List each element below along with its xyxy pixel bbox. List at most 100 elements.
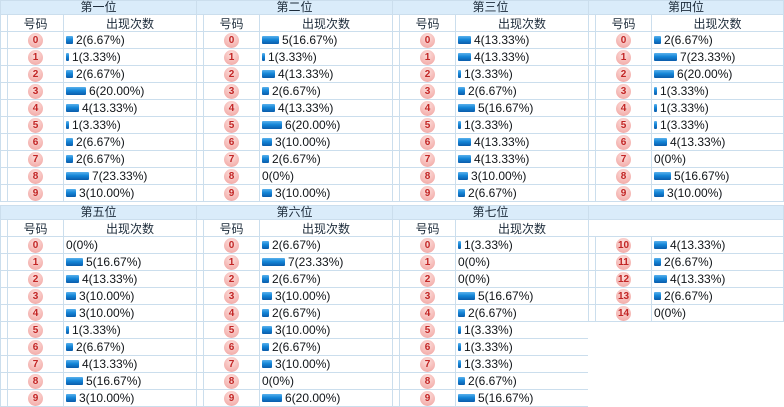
spacer-cell bbox=[1, 49, 8, 65]
spacer-cell bbox=[589, 220, 596, 236]
count-label: 5(16.67%) bbox=[86, 373, 142, 388]
spacer-cell bbox=[1, 356, 8, 372]
count-cell: 1(3.33%) bbox=[456, 339, 588, 355]
frequency-bar bbox=[654, 292, 661, 300]
table-row: 6 2(6.67%) bbox=[197, 339, 392, 356]
position-table-6: 第六位 号码 出现次数 0 2(6.67%) 1 7(23.33%) 2 bbox=[196, 205, 392, 407]
count-cell: 3(10.00%) bbox=[64, 185, 196, 201]
frequency-bar bbox=[262, 138, 272, 146]
count-label: 3(10.00%) bbox=[275, 356, 331, 371]
spacer-cell bbox=[197, 322, 204, 338]
number-badge: 3 bbox=[420, 83, 435, 99]
count-cell: 2(6.67%) bbox=[64, 66, 196, 82]
number-cell: 6 bbox=[400, 134, 456, 150]
number-cell: 3 bbox=[596, 83, 652, 99]
position-header-band: 第一位 bbox=[1, 0, 196, 15]
number-badge: 6 bbox=[224, 339, 239, 355]
number-badge: 4 bbox=[224, 305, 239, 321]
position-title: 第六位 bbox=[276, 205, 313, 219]
spacer-cell bbox=[1, 305, 8, 321]
frequency-bar bbox=[458, 87, 465, 95]
count-cell: 0(0%) bbox=[260, 373, 392, 389]
count-label: 4(13.33%) bbox=[474, 134, 530, 149]
table-row: 2 6(20.00%) bbox=[589, 66, 783, 83]
count-label: 3(10.00%) bbox=[79, 390, 135, 405]
number-badge: 5 bbox=[420, 322, 435, 338]
number-cell: 13 bbox=[596, 288, 652, 304]
number-cell: 0 bbox=[204, 32, 260, 48]
table-row: 3 2(6.67%) bbox=[197, 83, 392, 100]
spacer-cell bbox=[393, 373, 400, 389]
spacer-cell bbox=[197, 339, 204, 355]
spacer-cell bbox=[589, 288, 596, 304]
count-cell: 6(20.00%) bbox=[64, 83, 196, 99]
number-badge: 3 bbox=[28, 83, 43, 99]
count-cell: 2(6.67%) bbox=[64, 339, 196, 355]
number-badge: 3 bbox=[28, 288, 43, 304]
number-cell: 0 bbox=[204, 237, 260, 253]
count-cell: 2(6.67%) bbox=[456, 83, 588, 99]
number-cell: 5 bbox=[400, 322, 456, 338]
bottom-section: 第五位 号码 出现次数 0 0(0%) 1 5(16.67%) 2 bbox=[0, 205, 784, 407]
frequency-bar bbox=[654, 121, 657, 129]
number-badge: 9 bbox=[224, 185, 239, 201]
count-cell: 4(13.33%) bbox=[64, 100, 196, 116]
spacer-cell bbox=[1, 168, 8, 184]
table-row: 4 2(6.67%) bbox=[393, 305, 588, 322]
spacer-cell bbox=[197, 237, 204, 253]
spacer-cell bbox=[589, 168, 596, 184]
position-header-band bbox=[589, 205, 783, 220]
count-label: 4(13.33%) bbox=[278, 100, 334, 115]
count-cell: 3(10.00%) bbox=[260, 356, 392, 372]
count-label: 2(6.67%) bbox=[664, 254, 713, 269]
frequency-bar bbox=[458, 394, 475, 402]
table-row: 7 0(0%) bbox=[589, 151, 783, 168]
number-cell: 2 bbox=[204, 66, 260, 82]
number-cell: 5 bbox=[204, 117, 260, 133]
number-cell: 2 bbox=[596, 66, 652, 82]
position-header-band: 第二位 bbox=[197, 0, 392, 15]
table-row: 8 0(0%) bbox=[197, 373, 392, 390]
spacer-cell bbox=[393, 100, 400, 116]
frequency-bar bbox=[262, 189, 272, 197]
number-badge: 8 bbox=[420, 373, 435, 389]
number-column-header: 号码 bbox=[204, 220, 260, 236]
table-row: 3 1(3.33%) bbox=[589, 83, 783, 100]
position-table-4: 第四位 号码 出现次数 0 2(6.67%) 1 7(23.33%) 2 bbox=[588, 0, 784, 202]
spacer-cell bbox=[393, 83, 400, 99]
table-row: 8 3(10.00%) bbox=[393, 168, 588, 185]
frequency-bar bbox=[262, 360, 272, 368]
number-badge: 7 bbox=[616, 151, 631, 167]
count-label: 3(10.00%) bbox=[275, 322, 331, 337]
number-badge: 1 bbox=[224, 254, 239, 270]
count-cell: 1(3.33%) bbox=[456, 66, 588, 82]
number-badge: 5 bbox=[224, 117, 239, 133]
count-label: 6(20.00%) bbox=[285, 117, 341, 132]
count-cell: 7(23.33%) bbox=[64, 168, 196, 184]
spacer-cell bbox=[197, 15, 204, 31]
count-cell: 3(10.00%) bbox=[260, 134, 392, 150]
count-cell: 1(3.33%) bbox=[64, 117, 196, 133]
number-cell: 1 bbox=[596, 49, 652, 65]
count-label: 1(3.33%) bbox=[464, 322, 513, 337]
frequency-bar bbox=[66, 189, 76, 197]
count-cell: 5(16.67%) bbox=[652, 168, 783, 184]
table-row: 9 5(16.67%) bbox=[393, 390, 588, 407]
table-row: 1 0(0%) bbox=[393, 254, 588, 271]
number-badge: 6 bbox=[28, 339, 43, 355]
number-cell: 4 bbox=[8, 100, 64, 116]
position-table-7: 第七位 号码 出现次数 0 1(3.33%) 1 0(0%) 2 bbox=[392, 205, 588, 407]
table-row: 11 2(6.67%) bbox=[589, 254, 783, 271]
top-section: 第一位 号码 出现次数 0 2(6.67%) 1 1(3.33%) 2 bbox=[0, 0, 784, 202]
table-row: 3 6(20.00%) bbox=[1, 83, 196, 100]
number-badge: 9 bbox=[420, 390, 435, 406]
count-label: 1(3.33%) bbox=[464, 117, 513, 132]
number-cell: 3 bbox=[400, 83, 456, 99]
position-title: 第三位 bbox=[472, 0, 509, 14]
count-label: 2(6.67%) bbox=[76, 339, 125, 354]
frequency-bar bbox=[66, 377, 83, 385]
position-title: 第五位 bbox=[80, 205, 117, 219]
number-badge: 9 bbox=[420, 185, 435, 201]
count-cell: 4(13.33%) bbox=[652, 237, 783, 253]
count-label: 2(6.67%) bbox=[664, 32, 713, 47]
